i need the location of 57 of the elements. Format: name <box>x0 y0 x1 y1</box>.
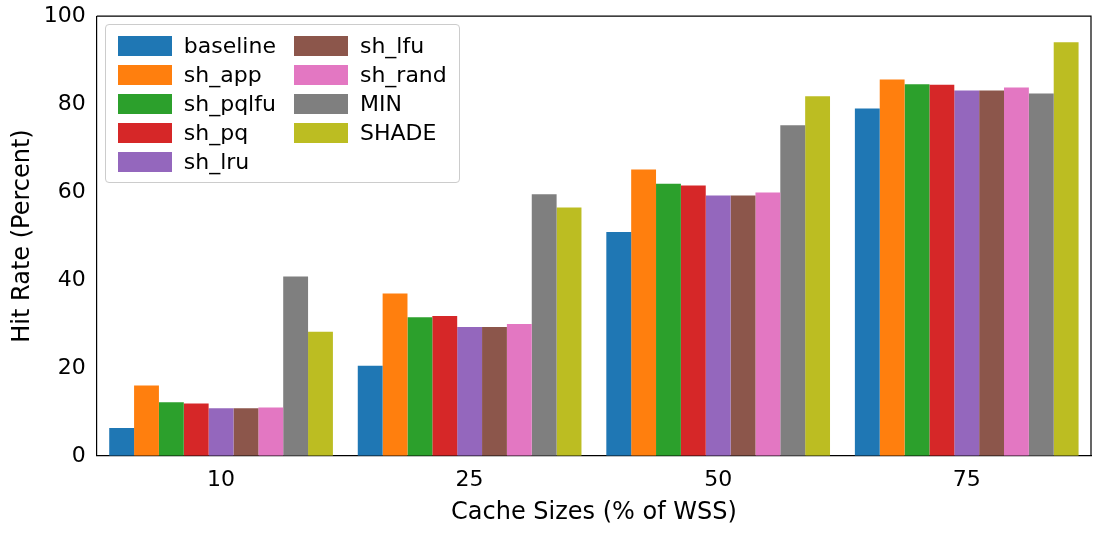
bar <box>904 84 930 456</box>
y-tick-label: 0 <box>71 441 86 467</box>
bar <box>631 169 657 456</box>
legend-label: sh_rand <box>359 62 447 88</box>
bar <box>854 108 880 456</box>
legend-label: sh_pq <box>183 120 249 146</box>
bar <box>805 96 831 456</box>
bar <box>407 317 433 456</box>
bar <box>1028 93 1054 456</box>
bar <box>482 327 507 456</box>
legend-label: SHADE <box>359 120 437 146</box>
bar <box>109 428 135 456</box>
y-tick-label: 20 <box>57 353 86 379</box>
bar <box>1053 42 1079 456</box>
y-axis-title: Hit Rate (Percent) <box>6 129 35 343</box>
x-tick-label: 10 <box>207 465 236 491</box>
y-tick-label: 40 <box>57 265 86 291</box>
bar <box>382 293 408 456</box>
x-tick-label: 75 <box>952 465 981 491</box>
legend-label: baseline <box>183 33 276 59</box>
x-axis-title: Cache Sizes (% of WSS) <box>451 496 737 525</box>
bar <box>357 365 383 456</box>
bar <box>879 79 905 456</box>
bar <box>705 195 731 456</box>
bar <box>134 385 159 456</box>
bar <box>780 125 806 456</box>
bar <box>730 195 756 456</box>
legend-label: sh_lru <box>183 149 250 175</box>
bar <box>1004 87 1029 456</box>
bar <box>183 403 209 456</box>
bar <box>506 323 532 456</box>
bar <box>929 84 955 456</box>
bar <box>208 408 234 456</box>
bar <box>556 207 582 456</box>
bar <box>283 276 309 456</box>
bar <box>158 402 184 456</box>
bar <box>457 327 483 456</box>
legend-label: sh_pqlfu <box>183 91 276 117</box>
y-tick-label: 80 <box>57 89 86 115</box>
legend-label: MIN <box>359 91 402 117</box>
x-tick-label: 25 <box>455 465 484 491</box>
bar <box>432 316 458 456</box>
bar <box>979 90 1005 456</box>
bar <box>656 183 681 456</box>
bar <box>606 232 632 456</box>
y-tick-label: 100 <box>43 1 86 27</box>
bar <box>233 408 259 456</box>
bar <box>308 331 333 456</box>
x-tick-label: 50 <box>704 465 733 491</box>
legend-label: sh_app <box>183 62 262 88</box>
bar <box>680 185 706 456</box>
bar <box>755 192 781 456</box>
bar <box>531 194 557 456</box>
bar <box>258 407 284 456</box>
bar <box>954 90 980 456</box>
y-tick-label: 60 <box>57 177 86 203</box>
legend-label: sh_lfu <box>359 33 425 59</box>
